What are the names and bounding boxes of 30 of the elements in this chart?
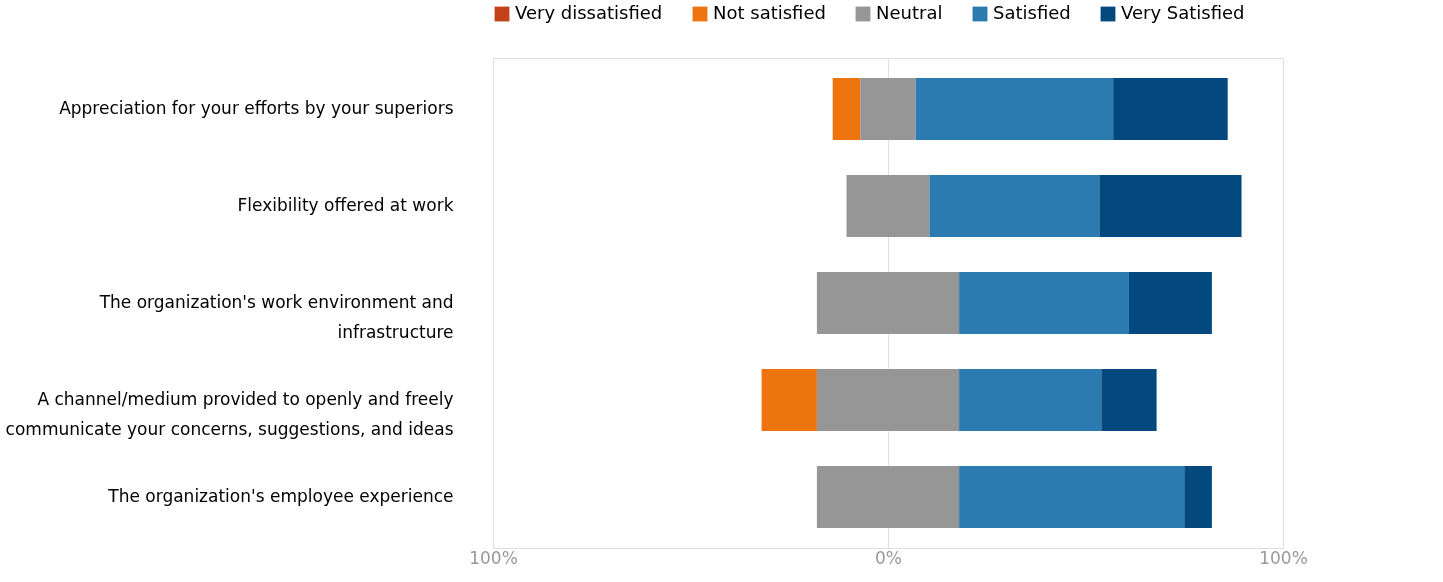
bar (1113, 77, 1228, 140)
y-tick-label: The organization's employee experience (107, 486, 454, 507)
bar (860, 77, 916, 140)
bar (1128, 272, 1212, 334)
legend-label: Satisfied (993, 2, 1071, 23)
bar (816, 369, 960, 432)
x-tick-label: 100% (469, 547, 518, 568)
legend-label: Not satisfied (713, 2, 826, 23)
bar (1184, 466, 1212, 529)
bar (959, 466, 1185, 529)
legend-label: Very dissatisfied (515, 2, 663, 23)
bar (761, 369, 817, 432)
bar (832, 77, 861, 140)
bar (959, 272, 1129, 334)
bar (959, 369, 1102, 432)
bar (929, 174, 1100, 237)
bar (1099, 174, 1242, 237)
bar (846, 174, 930, 237)
y-tick-label: Flexibility offered at work (237, 194, 454, 215)
x-tick-label: 0% (875, 547, 902, 568)
bar (816, 466, 960, 529)
x-tick-label: 100% (1259, 547, 1308, 568)
bar (915, 77, 1114, 140)
bar (1101, 369, 1157, 432)
legend-label: Neutral (876, 2, 943, 23)
bar (816, 272, 960, 334)
y-tick-label: A channel/medium provided to openly and freely communicate your concerns, suggestions, and ideas (5, 389, 454, 440)
y-tick-label: Appreciation for your efforts by your superiors (59, 97, 454, 118)
y-tick-label: The organization's work environment and infrastructure (98, 292, 454, 342)
legend-label: Very Satisfied (1121, 2, 1245, 23)
